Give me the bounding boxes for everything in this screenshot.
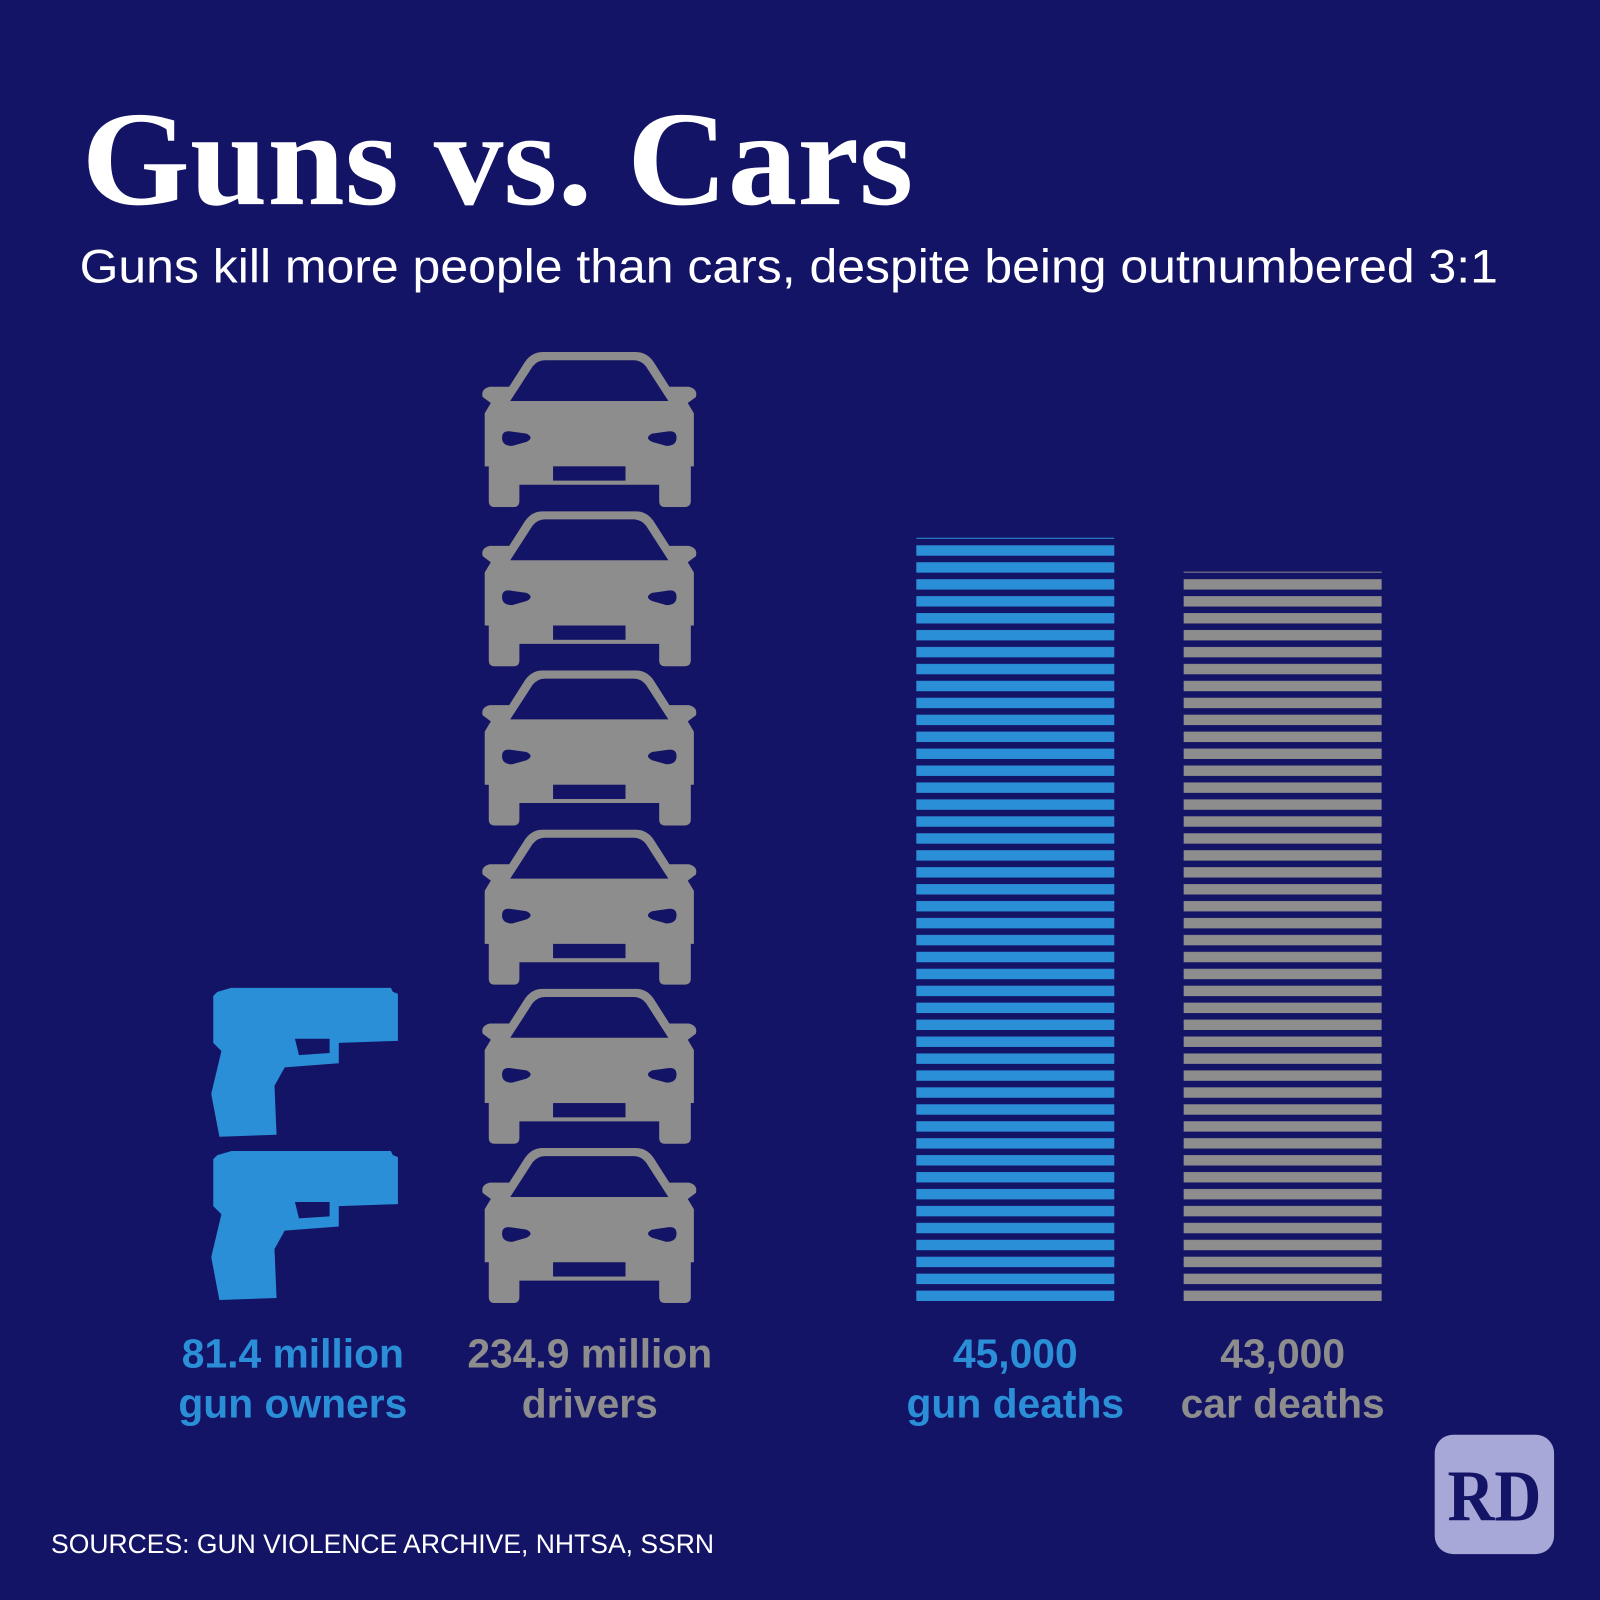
car-icon-stack: [482, 352, 697, 1304]
bar: [1183, 571, 1382, 1302]
subtitle: Guns kill more people than cars, despite…: [80, 241, 1498, 293]
car-icon: [482, 829, 697, 985]
category-label: gun deaths: [907, 1380, 1125, 1426]
car-icon: [482, 511, 697, 667]
gun-icon: [211, 987, 398, 1137]
source-note: SOURCES: GUN VIOLENCE ARCHIVE, NHTSA, SS…: [51, 1529, 714, 1559]
value-label: 43,000: [1220, 1330, 1345, 1376]
bar: [916, 537, 1115, 1302]
logo-badge: [1434, 1434, 1555, 1555]
value-label: 234.9 million: [467, 1330, 712, 1376]
value-label: 81.4 million: [182, 1330, 404, 1376]
logo: RD: [1447, 1455, 1541, 1536]
category-label: car deaths: [1181, 1380, 1385, 1426]
title: Guns vs. Cars: [82, 85, 914, 234]
car-icon: [482, 352, 697, 508]
car-icon: [482, 1147, 697, 1304]
value-label: 45,000: [953, 1330, 1078, 1376]
category-label: drivers: [522, 1380, 658, 1426]
gun-icon: [211, 1151, 398, 1300]
car-icon: [482, 670, 697, 826]
category-label: gun owners: [178, 1380, 407, 1426]
gun-icon-stack: [211, 987, 398, 1300]
car-icon: [482, 988, 697, 1144]
